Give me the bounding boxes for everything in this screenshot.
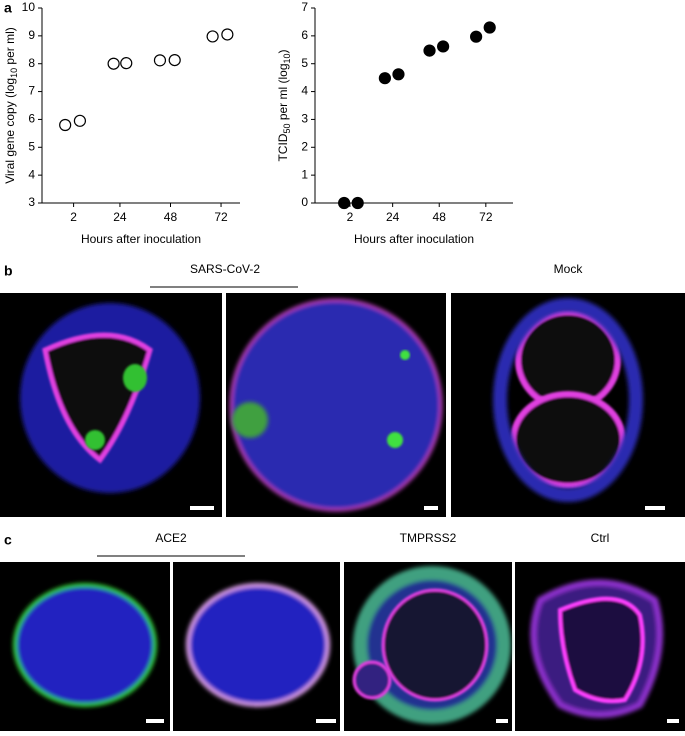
data-point xyxy=(483,21,496,34)
panel-label: a xyxy=(4,0,12,16)
data-point xyxy=(470,30,483,43)
data-point xyxy=(168,53,181,67)
y-tick-label: 7 xyxy=(28,84,35,98)
data-point xyxy=(59,118,72,132)
y-tick-label: 5 xyxy=(28,139,35,153)
data-point xyxy=(351,196,364,210)
micrograph xyxy=(0,562,170,731)
image-header: Ctrl xyxy=(591,531,610,545)
data-point xyxy=(120,57,133,70)
y-tick-label: 0 xyxy=(301,195,308,209)
x-tick-label: 72 xyxy=(479,210,493,224)
y-tick-label: 1 xyxy=(301,167,308,181)
data-point xyxy=(378,72,391,85)
data-point xyxy=(153,54,167,67)
y-tick-label: 4 xyxy=(28,167,35,181)
data-point xyxy=(206,30,219,43)
panel-label: b xyxy=(4,263,13,279)
y-tick-label: 3 xyxy=(301,112,308,126)
y-tick-label: 7 xyxy=(301,0,308,14)
y-axis-label-part: ) xyxy=(276,49,290,53)
x-tick-label: 2 xyxy=(70,210,77,224)
micrograph xyxy=(226,293,446,517)
x-axis-label: Hours after inoculation xyxy=(354,232,474,246)
x-tick-label: 24 xyxy=(113,210,127,224)
data-point xyxy=(73,114,87,127)
x-tick-label: 48 xyxy=(433,210,447,224)
y-tick-label: 6 xyxy=(301,28,308,42)
micrograph xyxy=(0,293,222,517)
data-point xyxy=(423,44,436,57)
y-tick-label: 2 xyxy=(301,139,308,153)
x-tick-label: 2 xyxy=(347,210,354,224)
y-axis-label-part: Viral gene copy (log xyxy=(3,78,17,184)
y-tick-label: 5 xyxy=(301,56,308,70)
image-header: Mock xyxy=(554,262,584,276)
micrograph xyxy=(451,293,685,517)
y-tick-label: 10 xyxy=(22,0,36,14)
x-tick-label: 72 xyxy=(214,210,228,224)
panel-label: c xyxy=(4,532,12,548)
micrograph xyxy=(344,562,512,731)
y-tick-label: 6 xyxy=(28,112,35,126)
x-tick-label: 24 xyxy=(386,210,400,224)
data-point xyxy=(437,40,450,53)
y-axis-label: TCID50 per ml (log10) xyxy=(276,49,292,161)
data-point xyxy=(221,28,234,41)
x-axis-label: Hours after inoculation xyxy=(81,232,201,246)
y-tick-label: 4 xyxy=(301,84,308,98)
data-point xyxy=(107,57,120,70)
data-point xyxy=(338,196,351,210)
image-header: SARS-CoV-2 xyxy=(190,262,260,276)
image-header: TMPRSS2 xyxy=(400,531,457,545)
y-axis-label-part: per ml (log xyxy=(276,63,290,123)
image-header: ACE2 xyxy=(155,531,187,545)
y-axis-label-subscript: 50 xyxy=(282,124,292,134)
y-tick-label: 9 xyxy=(28,28,35,42)
y-axis-label-part: TCID xyxy=(276,133,290,161)
y-axis-label-part: per ml) xyxy=(3,27,17,68)
y-axis-label-subscript: 10 xyxy=(282,53,292,63)
x-tick-label: 48 xyxy=(164,210,178,224)
micrograph xyxy=(515,562,685,731)
data-point xyxy=(392,68,405,81)
y-tick-label: 8 xyxy=(28,56,35,70)
y-axis-label: Viral gene copy (log10 per ml) xyxy=(3,27,19,184)
y-axis-label-subscript: 10 xyxy=(9,68,19,78)
y-tick-label: 3 xyxy=(28,195,35,209)
micrograph xyxy=(173,562,340,731)
